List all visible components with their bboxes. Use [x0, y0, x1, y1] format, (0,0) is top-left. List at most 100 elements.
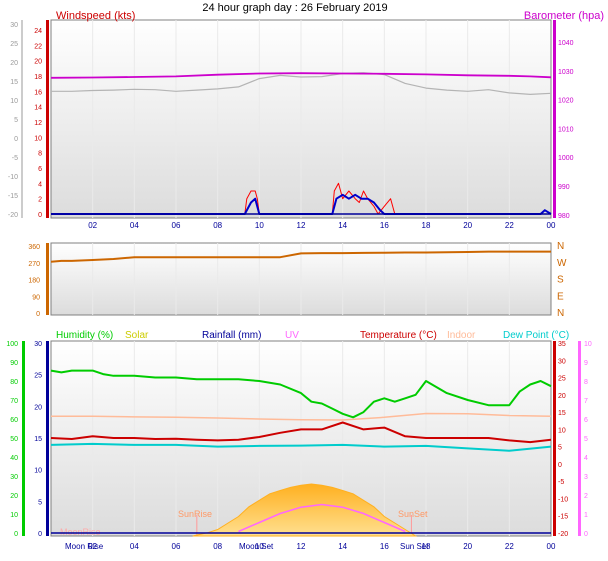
- wind-tick-label: 10: [34, 135, 42, 142]
- temperature-tick-label: 20: [558, 393, 566, 400]
- outer-left-tick-label: 30: [10, 22, 18, 29]
- barometer-tick-label: 1010: [558, 126, 574, 133]
- rainfall-tick-label: 15: [34, 436, 42, 443]
- wind-tick-label: 16: [34, 89, 42, 96]
- uv-series-line: [238, 503, 406, 533]
- humidity-tick-label: 50: [10, 436, 18, 443]
- temperature-tick-label: 0: [558, 462, 562, 469]
- uv-axis-bar: [578, 341, 581, 536]
- moonrise-label: MoonRise: [60, 527, 101, 537]
- wind-tick-label: 20: [34, 59, 42, 66]
- compass-tick-label: E: [557, 291, 564, 302]
- rainfall-tick-label: 25: [34, 373, 42, 380]
- barometer-tick-label: 980: [558, 213, 570, 220]
- humidity-tick-label: 10: [10, 512, 18, 519]
- humidity-tick-label: 90: [10, 360, 18, 367]
- barometer-tick-label: 1030: [558, 69, 574, 76]
- x-tick-label: 04: [130, 542, 139, 551]
- x-tick-label: 08: [213, 221, 222, 230]
- humidity-tick-label: 80: [10, 379, 18, 386]
- outer-left-tick-label: -20: [8, 212, 18, 219]
- x-tick-label: 02: [88, 542, 97, 551]
- x-tick-label: 06: [172, 221, 181, 230]
- moon-set-event-label: Moon Set: [239, 542, 274, 551]
- humidity-label: Humidity (%): [56, 330, 113, 341]
- wind-tick-label: 14: [34, 105, 42, 112]
- solar-label: Solar: [125, 330, 149, 341]
- uv-tick-label: 2: [584, 493, 588, 500]
- rainfall-label: Rainfall (mm): [202, 330, 261, 341]
- wind-tick-label: 0: [38, 212, 42, 219]
- outer-left-tick-label: 20: [10, 60, 18, 67]
- humidity-tick-label: 60: [10, 417, 18, 424]
- dewpoint-series-line: [50, 442, 552, 452]
- uv-tick-label: 10: [584, 341, 592, 348]
- sun-rise-event-label: Sun Rise: [175, 557, 176, 558]
- wind-tick-label: 12: [34, 120, 42, 127]
- wind-barometer-panel: Windspeed (kts) Barometer (hpa)3025201510…: [8, 10, 604, 230]
- outer-left-tick-label: -15: [8, 193, 18, 200]
- humidity-tick-label: 20: [10, 493, 18, 500]
- compass-tick-label: N: [557, 308, 564, 319]
- outer-left-tick-label: 25: [10, 41, 18, 48]
- sunset-label: SunSet: [398, 509, 428, 519]
- temperature-tick-label: 15: [558, 410, 566, 417]
- humidity-tick-label: 40: [10, 455, 18, 462]
- barometer-series-line: [50, 72, 552, 79]
- humidity-series-line: [50, 369, 552, 419]
- dewpoint-label: Dew Point (°C): [503, 330, 569, 341]
- temperature-series-line: [50, 421, 552, 444]
- indoor-series-line: [51, 412, 552, 421]
- barometer-tick-label: 990: [558, 184, 570, 191]
- x-tick-label: 14: [338, 542, 347, 551]
- outer-left-tick-label: 0: [14, 136, 18, 143]
- temperature-label: Temperature (°C): [360, 330, 437, 341]
- direction-series-line: [50, 250, 551, 263]
- x-tick-label: 16: [380, 542, 389, 551]
- wind-tick-label: 2: [38, 197, 42, 204]
- x-tick-label: 20: [463, 221, 472, 230]
- outer-left-tick-label: -10: [8, 174, 18, 181]
- temperature-tick-label: 35: [558, 341, 566, 348]
- uv-tick-label: 8: [584, 379, 588, 386]
- temperature-tick-label: 25: [558, 376, 566, 383]
- x-tick-label: 10: [255, 221, 264, 230]
- outer-left-tick-label: -5: [12, 155, 18, 162]
- compass-tick-label: N: [557, 241, 564, 252]
- x-tick-label: 10: [255, 542, 264, 551]
- compass-tick-label: W: [557, 258, 567, 269]
- x-tick-label: 06: [172, 542, 181, 551]
- temp-humidity-panel: Humidity (%) Solar Rainfall (mm) UV Temperat…: [6, 330, 592, 558]
- x-tick-label: 02: [88, 221, 97, 230]
- x-tick-label: 08: [213, 542, 222, 551]
- sun-set-event-label: Sun Set: [400, 542, 429, 551]
- uv-tick-label: 6: [584, 417, 588, 424]
- rainfall-tick-label: 0: [38, 531, 42, 538]
- wind-tick-label: 24: [34, 28, 42, 35]
- x-tick-label: 14: [338, 221, 347, 230]
- outer-left-tick-label: 5: [14, 117, 18, 124]
- x-tick-label: 00: [547, 542, 556, 551]
- barometer-axis-bar: [553, 20, 556, 218]
- wind-tick-label: 18: [34, 74, 42, 81]
- barometer-tick-label: 1000: [558, 155, 574, 162]
- x-tick-label: 22: [505, 542, 514, 551]
- humidity-tick-label: 0: [14, 531, 18, 538]
- humidity-tick-label: 70: [10, 398, 18, 405]
- uv-label: UV: [285, 330, 299, 341]
- x-tick-label: 04: [130, 221, 139, 230]
- moon-rise-event-label: Moon Rise: [65, 542, 104, 551]
- sunrise-label: SunRise: [178, 509, 212, 519]
- x-tick-label: 18: [422, 542, 431, 551]
- uv-tick-label: 1: [584, 512, 588, 519]
- direction-tick-label: 180: [28, 278, 40, 285]
- uv-tick-label: 5: [584, 436, 588, 443]
- x-tick-label: 20: [463, 542, 472, 551]
- wind-axis-bar: [46, 20, 49, 218]
- solar-area: [192, 483, 418, 537]
- temperature-tick-label: -10: [558, 496, 568, 503]
- direction-axis-bar: [46, 243, 49, 315]
- temperature-tick-label: 30: [558, 358, 566, 365]
- x-tick-label: 16: [380, 221, 389, 230]
- uv-tick-label: 3: [584, 474, 588, 481]
